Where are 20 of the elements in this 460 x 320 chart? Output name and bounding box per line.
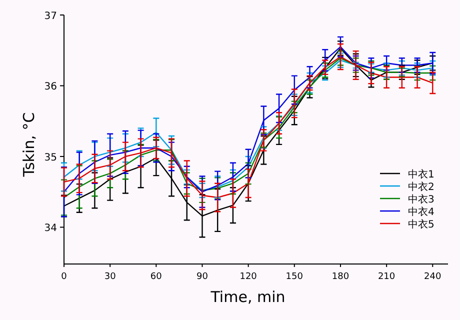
legend-label: 中衣2 <box>408 181 434 193</box>
x-tick-label: 210 <box>378 272 396 282</box>
legend-label: 中衣4 <box>408 206 434 218</box>
x-tick-label: 30 <box>104 272 116 282</box>
x-tick-label: 120 <box>240 272 258 282</box>
legend-label: 中衣1 <box>408 168 434 180</box>
x-tick-label: 240 <box>424 272 442 282</box>
legend-label: 中衣3 <box>408 194 434 206</box>
y-tick-label: 34 <box>44 223 57 234</box>
x-tick-label: 180 <box>332 272 350 282</box>
legend-label: 中衣5 <box>408 218 434 230</box>
y-axis-title: Tskin, °C <box>20 112 38 178</box>
x-tick-label: 150 <box>286 272 304 282</box>
y-tick-label: 36 <box>44 82 57 93</box>
x-axis-title: Time, min <box>210 288 286 306</box>
y-tick-label: 35 <box>44 152 57 164</box>
x-tick-label: 90 <box>196 272 208 282</box>
y-tick-label: 37 <box>44 11 57 22</box>
x-tick-label: 60 <box>150 272 162 282</box>
x-tick-label: 0 <box>61 272 68 282</box>
